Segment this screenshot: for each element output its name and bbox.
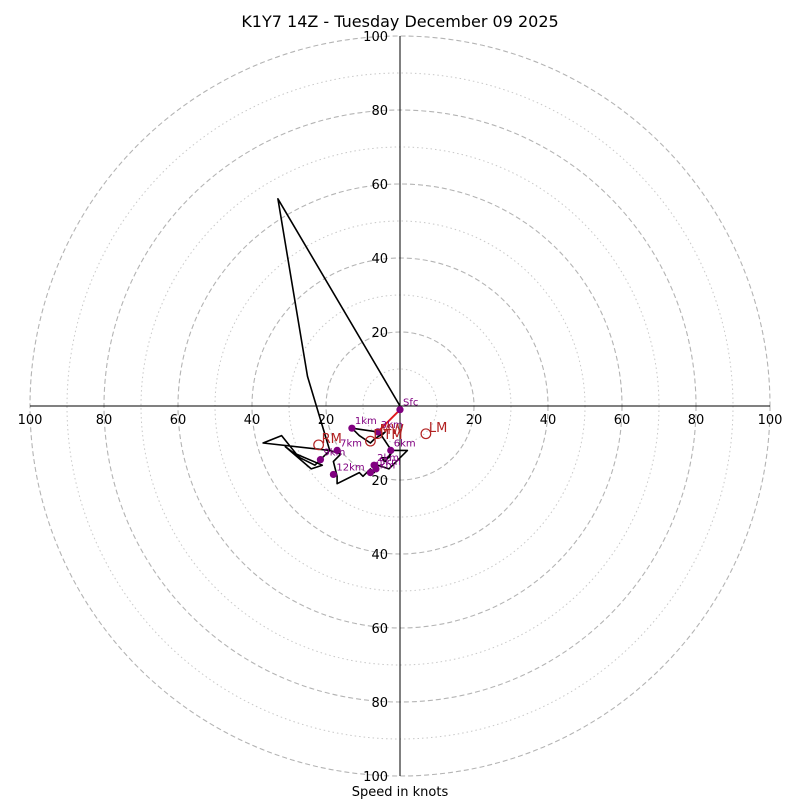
height-marker-7km bbox=[333, 446, 341, 454]
tick-bottom-100: 100 bbox=[363, 770, 388, 785]
mean-wind-label: MW bbox=[380, 423, 404, 438]
height-marker-5km bbox=[372, 465, 380, 473]
axis-tick-labels: 100 80 60 40 20 20 40 60 80 100204060801002040608… bbox=[18, 30, 783, 785]
tick-bottom-40: 40 bbox=[371, 548, 388, 563]
hodograph-trace bbox=[262, 198, 409, 485]
tick-top-60: 60 bbox=[371, 178, 388, 193]
motion-marker-rm bbox=[313, 439, 325, 451]
tick-top-100: 100 bbox=[363, 30, 388, 45]
tick-right-60: 60 bbox=[614, 413, 631, 428]
tick-left-100: 100 bbox=[18, 413, 43, 428]
tick-top-40: 40 bbox=[371, 252, 388, 267]
height-label-4km: 4km bbox=[373, 461, 395, 472]
height-marker-9km bbox=[316, 456, 325, 464]
tick-right-20: 20 bbox=[466, 413, 483, 428]
height-label-9km: 9km bbox=[323, 448, 345, 459]
shear-vector bbox=[377, 409, 401, 433]
tick-bottom-80: 80 bbox=[371, 696, 388, 711]
hodograph-trace-group bbox=[262, 198, 409, 485]
tick-right-80: 80 bbox=[688, 413, 705, 428]
height-label-5km: 5km bbox=[379, 457, 401, 468]
height-marker-4km bbox=[366, 469, 374, 477]
height-marker-3km bbox=[374, 428, 382, 436]
tick-top-80: 80 bbox=[371, 104, 388, 119]
motion-label-rm: RM bbox=[322, 432, 342, 447]
tick-right-40: 40 bbox=[540, 413, 557, 428]
tick-top-20: 20 bbox=[371, 326, 388, 341]
tick-bottom-20: 20 bbox=[371, 474, 388, 489]
height-marker-sfc bbox=[396, 406, 404, 414]
height-marker-12km bbox=[329, 470, 337, 479]
height-label-6km: 6km bbox=[394, 438, 416, 449]
motion-label-lm: LM bbox=[429, 421, 447, 436]
motion-label-dtm: DTM bbox=[373, 428, 402, 443]
height-marker-6km bbox=[387, 446, 395, 454]
height-label-3km: 3km bbox=[381, 420, 403, 431]
tick-left-40: 40 bbox=[244, 413, 261, 428]
tick-left-80: 80 bbox=[96, 413, 113, 428]
motion-marker-lm bbox=[420, 428, 432, 440]
tick-right-100: 100 bbox=[758, 413, 783, 428]
height-label-12km: 12km bbox=[336, 462, 364, 473]
tick-left-60: 60 bbox=[170, 413, 187, 428]
height-label-2km: 2km bbox=[377, 453, 399, 464]
height-label-1km: 1km bbox=[355, 416, 377, 427]
motion-marker-dtm bbox=[365, 435, 376, 447]
tick-bottom-60: 60 bbox=[371, 622, 388, 637]
height-label-sfc: Sfc bbox=[403, 398, 418, 409]
chart-title: K1Y7 14Z - Tuesday December 09 2025 bbox=[241, 12, 558, 31]
x-axis-label: Speed in knots bbox=[352, 785, 449, 800]
height-marker-1km bbox=[348, 424, 356, 432]
height-label-7km: 7km bbox=[340, 438, 362, 449]
